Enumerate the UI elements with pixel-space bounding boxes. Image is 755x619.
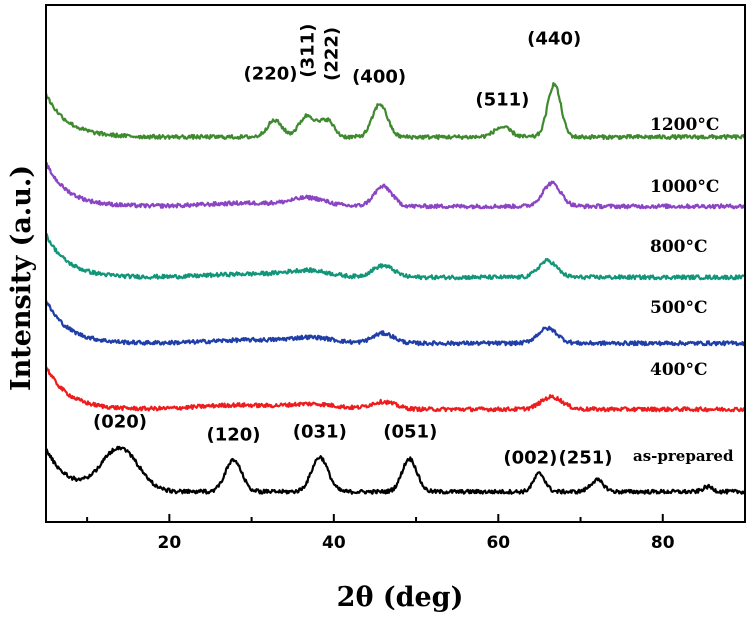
peak-label: (031) (293, 421, 347, 442)
series-label: 1200°C (650, 115, 719, 135)
x-tick-label: 40 (322, 533, 346, 553)
series-line-500-c (44, 300, 746, 347)
series-line-as-prepared (45, 445, 746, 495)
plot-frame (45, 4, 746, 523)
series-label: as-prepared (633, 447, 734, 465)
series-line-1000-c (44, 162, 746, 210)
peak-label-rotated: (222) (321, 27, 342, 81)
x-tick-label: 80 (651, 533, 675, 553)
series-line-800-c (44, 233, 746, 281)
peak-label: (220) (243, 63, 297, 84)
axis-layer: 20 40 60 80 (45, 4, 746, 553)
peak-label: (511) (475, 90, 529, 111)
peak-label: (400) (352, 67, 406, 88)
series-line-1200-c (44, 82, 747, 141)
peak-label: (020) (93, 411, 147, 432)
peak-label: (120) (206, 425, 260, 446)
peak-label: (251) (558, 448, 612, 469)
x-tick-label: 20 (158, 533, 182, 553)
x-axis-title: 2θ (deg) (337, 582, 464, 613)
series-label: 500°C (650, 298, 708, 318)
peak-label: (051) (383, 421, 437, 442)
series-label: 1000°C (650, 177, 719, 197)
series-layer (44, 82, 747, 495)
label-layer: as-prepared 400°C 500°C 800°C 1000°C 1200°C (0… (93, 24, 734, 469)
y-axis-title: Intensity (a.u.) (6, 165, 37, 391)
series-line-400-c (45, 366, 747, 413)
x-tick-label: 60 (486, 533, 510, 553)
peak-label-rotated: (311) (298, 24, 319, 78)
series-label: 800°C (650, 237, 708, 257)
peak-label: (002) (503, 448, 557, 469)
series-label: 400°C (650, 360, 708, 380)
peak-label: (440) (527, 29, 581, 50)
